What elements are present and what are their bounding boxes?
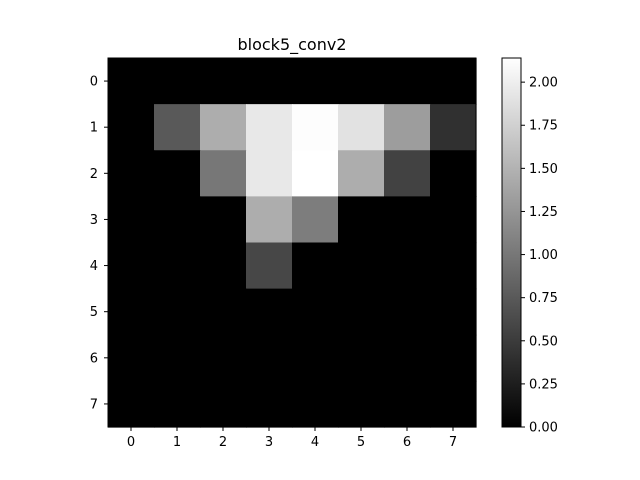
heatmap-cell-r7-c2 <box>200 380 247 428</box>
y-tick-label: 6 <box>90 351 98 366</box>
heatmap-cell-r5-c2 <box>200 288 247 336</box>
heatmap-cell-r3-c7 <box>430 196 477 244</box>
heatmap-cell-r6-c5 <box>338 334 385 382</box>
heatmap-cell-r0-c5 <box>338 58 385 105</box>
y-tick-label: 3 <box>90 213 98 228</box>
heatmap-cell-r7-c6 <box>384 380 431 428</box>
heatmap-cell-r6-c6 <box>384 334 431 382</box>
heatmap-cell-r0-c7 <box>430 58 477 105</box>
x-tick-label: 6 <box>403 435 411 450</box>
heatmap-cell-r1-c5 <box>338 104 385 151</box>
heatmap-cell-r1-c1 <box>154 104 201 151</box>
heatmap-cell-r2-c1 <box>154 150 201 197</box>
heatmap-frame <box>107 57 477 428</box>
heatmap-cell-r5-c7 <box>430 288 477 336</box>
heatmap-cell-r2-c5 <box>338 150 385 197</box>
x-tick-label: 0 <box>127 435 135 450</box>
x-tick-label: 7 <box>449 435 457 450</box>
colorbar-tick-label: 0.25 <box>529 377 558 392</box>
colorbar-tick-label: 2.00 <box>529 76 558 91</box>
colorbar-tick-label: 1.50 <box>529 162 558 177</box>
y-tick-label: 0 <box>90 75 98 90</box>
heatmap-cell-r4-c1 <box>154 242 201 290</box>
heatmap-cell-r5-c5 <box>338 288 385 336</box>
heatmap-cell-r5-c6 <box>384 288 431 336</box>
heatmap-cell-r0-c1 <box>154 58 201 105</box>
heatmap-cell-r6-c1 <box>154 334 201 382</box>
heatmap-cell-r7-c5 <box>338 380 385 428</box>
heatmap-cell-r4-c6 <box>384 242 431 290</box>
y-tick-label: 2 <box>90 167 98 182</box>
heatmap-cell-r4-c0 <box>108 242 155 290</box>
heatmap-cell-r6-c7 <box>430 334 477 382</box>
y-axis: 0 1 2 3 4 5 6 7 <box>90 75 108 412</box>
heatmap-cell-r5-c0 <box>108 288 155 336</box>
heatmap-cell-r4-c2 <box>200 242 247 290</box>
heatmap-cell-r6-c2 <box>200 334 247 382</box>
heatmap-cell-r1-c3 <box>246 104 293 151</box>
heatmap-cell-r5-c1 <box>154 288 201 336</box>
heatmap-cell-r7-c1 <box>154 380 201 428</box>
heatmap-cell-r3-c2 <box>200 196 247 244</box>
heatmap-cell-r2-c6 <box>384 150 431 197</box>
heatmap-cell-r2-c3 <box>246 150 293 197</box>
heatmap-cell-r7-c4 <box>292 380 339 428</box>
heatmap-cells <box>108 58 477 428</box>
heatmap-cell-r0-c0 <box>108 58 155 105</box>
heatmap-cell-r5-c3 <box>246 288 293 336</box>
heatmap-cell-r6-c3 <box>246 334 293 382</box>
heatmap-cell-r3-c4 <box>292 196 339 244</box>
heatmap-cell-r0-c4 <box>292 58 339 105</box>
heatmap-cell-r2-c7 <box>430 150 477 197</box>
heatmap-cell-r3-c6 <box>384 196 431 244</box>
colorbar <box>501 57 522 428</box>
colorbar-tick-label: 0.50 <box>529 334 558 349</box>
heatmap-cell-r7-c7 <box>430 380 477 428</box>
heatmap-cell-r1-c2 <box>200 104 247 151</box>
colorbar-tick-label: 0.75 <box>529 291 558 306</box>
x-tick-label: 2 <box>219 435 227 450</box>
heatmap-cell-r3-c1 <box>154 196 201 244</box>
heatmap-cell-r6-c0 <box>108 334 155 382</box>
heatmap-cell-r0-c6 <box>384 58 431 105</box>
heatmap-cell-r3-c5 <box>338 196 385 244</box>
colorbar-tick-label: 1.75 <box>529 119 558 134</box>
y-tick-label: 7 <box>90 397 98 412</box>
colorbar-axis: 0.00 0.25 0.50 0.75 1.00 1.25 1.50 1.75 2.00 <box>521 76 558 436</box>
y-tick-label: 4 <box>90 259 98 274</box>
heatmap-cell-r7-c3 <box>246 380 293 428</box>
heatmap-cell-r2-c4 <box>292 150 339 197</box>
heatmap-cell-r6-c4 <box>292 334 339 382</box>
x-tick-label: 1 <box>173 435 181 450</box>
heatmap-cell-r7-c0 <box>108 380 155 428</box>
heatmap-cell-r1-c4 <box>292 104 339 151</box>
heatmap-cell-r2-c0 <box>108 150 155 197</box>
chart-title: block5_conv2 <box>237 35 346 55</box>
y-tick-label: 5 <box>90 305 98 320</box>
heatmap-cell-r4-c7 <box>430 242 477 290</box>
heatmap-cell-r1-c0 <box>108 104 155 151</box>
colorbar-tick-label: 1.00 <box>529 248 558 263</box>
x-tick-label: 4 <box>311 435 319 450</box>
heatmap-cell-r4-c3 <box>246 242 293 290</box>
y-tick-label: 1 <box>90 121 98 136</box>
x-axis: 0 1 2 3 4 5 6 7 <box>127 427 457 450</box>
heatmap-cell-r3-c0 <box>108 196 155 244</box>
colorbar-tick-label: 1.25 <box>529 205 558 220</box>
heatmap-cell-r4-c5 <box>338 242 385 290</box>
heatmap-cell-r2-c2 <box>200 150 247 197</box>
colorbar-tick-label: 0.00 <box>529 421 558 436</box>
heatmap-cell-r5-c4 <box>292 288 339 336</box>
heatmap-cell-r0-c3 <box>246 58 293 105</box>
heatmap-cell-r3-c3 <box>246 196 293 244</box>
heatmap-cell-r0-c2 <box>200 58 247 105</box>
x-tick-label: 5 <box>357 435 365 450</box>
heatmap-cell-r4-c4 <box>292 242 339 290</box>
heatmap-cell-r1-c6 <box>384 104 431 151</box>
x-tick-label: 3 <box>265 435 273 450</box>
heatmap-cell-r1-c7 <box>430 104 477 151</box>
